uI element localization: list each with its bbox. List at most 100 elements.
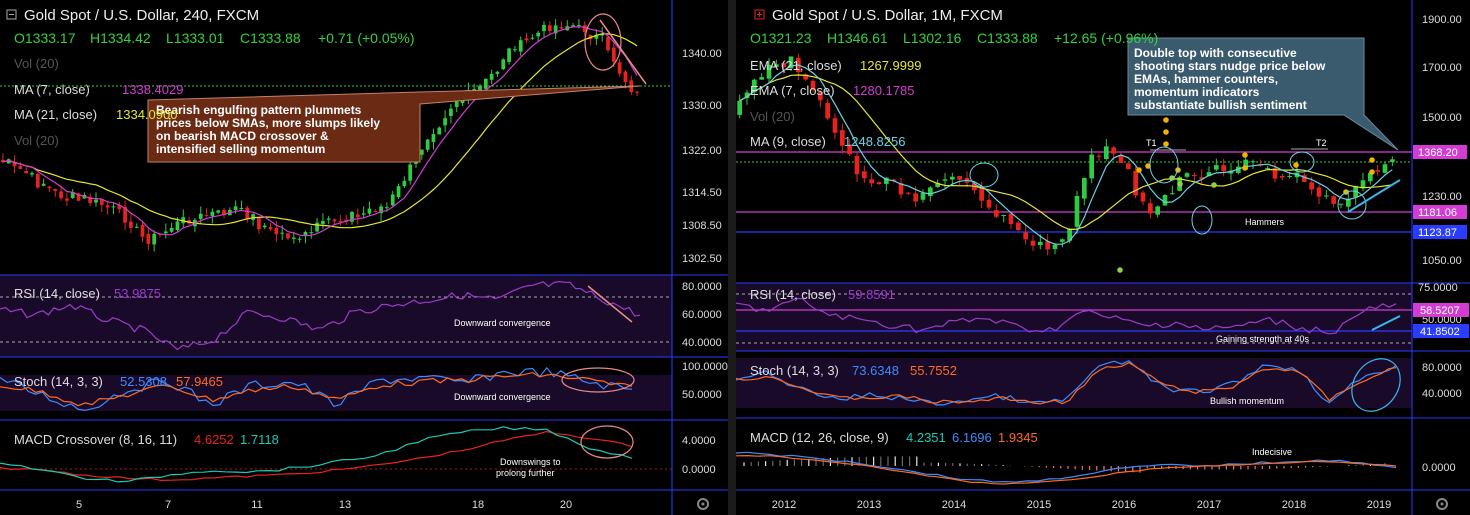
right-candle-body — [1023, 232, 1029, 240]
left-candle-body — [76, 193, 81, 201]
left-candle-body — [134, 226, 139, 228]
right-macd-value-2: 6.1696 — [952, 430, 992, 445]
right-macd-axis-0: 0.0000 — [1422, 462, 1456, 474]
right-candle-body — [979, 187, 985, 201]
left-candle-body — [59, 191, 63, 199]
left-callout-line: Bearish engulfing pattern plummets — [156, 103, 362, 117]
left-price-axis[interactable]: 1340.00 1330.00 1322.00 1314.50 1308.50 1302.… — [682, 48, 722, 265]
right-signal-dot — [1169, 175, 1175, 181]
right-expand-icon[interactable] — [754, 9, 765, 20]
left-candle-body — [30, 173, 34, 175]
right-macd-value-1: 4.2351 — [906, 430, 946, 445]
left-chart[interactable]: Bearish engulfing pattern plummetsprices… — [0, 0, 728, 515]
left-time-axis[interactable]: 5 7 11 13 18 20 — [76, 499, 572, 511]
left-candle-body — [373, 211, 378, 213]
left-candle-body — [449, 108, 453, 117]
left-callout-line: on bearish MACD crossover & — [156, 129, 329, 143]
right-settings-gear-icon[interactable] — [1436, 498, 1448, 510]
left-candle-body — [303, 231, 308, 236]
left-collapse-icon[interactable] — [6, 9, 17, 20]
left-candle-body — [443, 118, 447, 126]
right-candle-body — [1206, 172, 1212, 177]
left-candle-body — [623, 71, 628, 83]
right-rsi-axis-75: 75.0000 — [1418, 282, 1458, 294]
right-candle-body — [1213, 165, 1219, 170]
left-ma21-value: 1334.0900 — [116, 107, 177, 122]
right-macd-signal-line — [736, 454, 1397, 485]
right-candle-body — [1367, 172, 1373, 182]
left-candle-body — [216, 210, 221, 213]
left-candle-body — [524, 38, 529, 41]
left-candle-body — [1, 159, 5, 162]
left-candle-body — [239, 207, 244, 210]
right-price-axis[interactable]: 1900.00 1700.00 1500.00 1230.00 1050.00 — [1422, 14, 1462, 267]
left-candle-body — [262, 225, 267, 228]
left-candle-body — [268, 226, 273, 230]
right-ohlc-c: C1333.88 — [977, 30, 1038, 46]
left-candle-body — [280, 232, 285, 234]
right-candle-body — [1338, 203, 1344, 205]
left-candle-body — [18, 166, 23, 169]
right-candle-body — [1140, 192, 1146, 202]
left-candle-body — [425, 139, 430, 150]
left-candle-body — [355, 214, 360, 218]
right-candle-body — [986, 199, 992, 208]
left-candle-body — [297, 238, 302, 240]
left-chart-panel[interactable]: Bearish engulfing pattern plummets prices… — [0, 0, 728, 515]
right-ema7-line — [739, 64, 1393, 245]
right-candle-body — [773, 64, 779, 67]
left-rsi-axis-60: 60.0000 — [682, 309, 722, 321]
left-candle-body — [594, 34, 599, 39]
right-candle-body — [1103, 146, 1109, 160]
right-candle-body — [883, 177, 889, 184]
right-signal-dot — [1293, 162, 1299, 168]
right-rsi-tag-b-text: 41.8502 — [1420, 326, 1460, 338]
right-candle-body — [1162, 194, 1168, 206]
right-candle-body — [1074, 196, 1080, 227]
right-candle-body — [1265, 167, 1271, 169]
left-candle-body — [146, 233, 151, 244]
left-candle-body — [338, 220, 343, 222]
right-stoch-ellipse — [1351, 358, 1401, 412]
right-callout-box — [1127, 37, 1399, 151]
right-ellipse-1 — [969, 162, 999, 188]
left-candle-body — [431, 134, 436, 143]
right-candle-body — [1111, 147, 1117, 154]
right-time-axis[interactable]: 2012 2013 2014 2015 2016 2017 2018 2019 — [772, 499, 1391, 511]
left-callout-line: intensified selling momentum — [156, 142, 325, 156]
right-candle-body — [876, 182, 882, 185]
right-candles — [737, 53, 1395, 256]
left-macd-signal-line — [0, 426, 633, 483]
left-stoch-note: Downward convergence — [454, 392, 551, 402]
left-candle-body — [518, 40, 523, 52]
right-price-tag-3 — [1413, 225, 1467, 239]
panel-divider — [728, 0, 736, 515]
right-candle-body — [935, 183, 941, 188]
left-stoch-d-value: 57.9465 — [176, 374, 223, 389]
left-candle-body — [495, 71, 500, 74]
left-candle-body — [571, 25, 575, 27]
right-stoch-axis-40: 40.0000 — [1422, 388, 1462, 400]
left-rsi-line — [0, 280, 641, 351]
left-candle-body — [53, 188, 58, 191]
right-chart-panel[interactable]: Double top with consecutive shooting star… — [736, 0, 1470, 515]
right-candle-body — [1001, 215, 1007, 217]
left-candle-body — [315, 222, 319, 232]
right-candle-body — [1221, 165, 1227, 171]
right-price-tick: 1050.00 — [1422, 255, 1462, 267]
left-price-tick: 1302.50 — [682, 253, 722, 265]
right-candle-body — [1037, 241, 1043, 246]
left-price-tick: 1340.00 — [682, 48, 722, 60]
left-macd-note-2: prolong further — [496, 468, 555, 478]
right-candle-body — [1323, 195, 1329, 197]
right-candle-body — [803, 74, 809, 80]
right-signal-dot — [1369, 157, 1375, 163]
left-candle-body — [123, 206, 127, 223]
right-candle-body — [1125, 163, 1131, 170]
left-candle-body — [635, 91, 639, 93]
right-candle-body — [993, 210, 999, 217]
left-settings-gear-icon[interactable] — [697, 498, 709, 510]
right-ellipse-hammer — [1191, 205, 1213, 235]
right-rsi-label: RSI (14, close) — [750, 287, 836, 302]
